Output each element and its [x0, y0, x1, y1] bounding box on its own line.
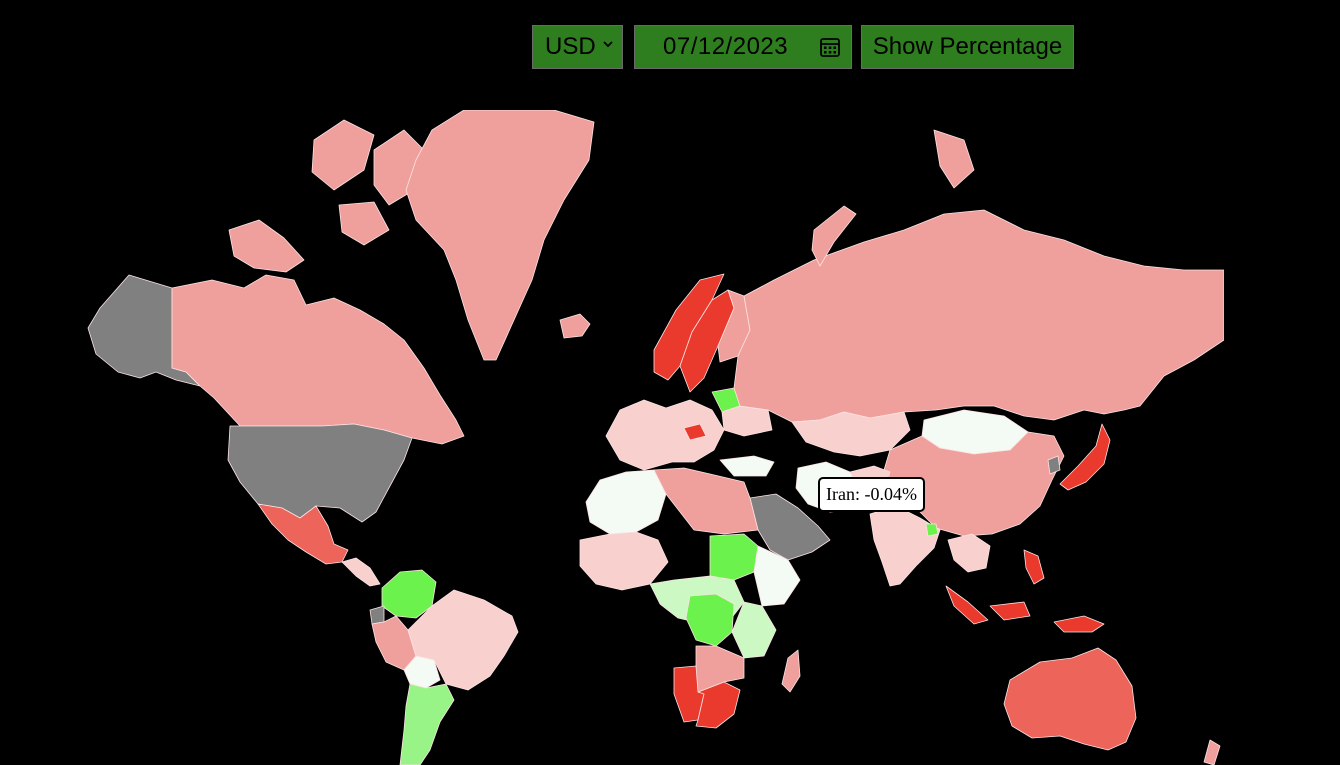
country-horn-of-africa[interactable] [753, 545, 801, 607]
country-madagascar[interactable] [781, 649, 801, 693]
country-korea[interactable] [1047, 455, 1061, 475]
country-philippines[interactable] [1023, 549, 1045, 585]
world-map-svg [87, 110, 1224, 765]
country-hungary[interactable] [683, 423, 707, 441]
country-southeast-asia[interactable] [947, 533, 991, 573]
country-russia[interactable] [733, 209, 1224, 423]
chevron-down-icon [603, 41, 613, 48]
currency-value: USD [545, 33, 596, 60]
country-united-states[interactable] [227, 423, 413, 523]
country-iceland[interactable] [559, 313, 591, 339]
currency-select[interactable]: USD [532, 25, 623, 69]
country-indonesia[interactable] [945, 585, 1105, 633]
country-dr-congo[interactable] [685, 593, 735, 647]
country-india[interactable] [869, 505, 941, 587]
country-greenland[interactable] [405, 110, 595, 361]
calendar-icon[interactable] [819, 36, 841, 58]
country-tooltip: Iran: -0.04% [818, 477, 925, 512]
date-input[interactable]: 07/12/2023 [634, 25, 852, 69]
country-west-africa[interactable] [579, 531, 669, 591]
country-turkey[interactable] [719, 455, 775, 477]
country-central-america[interactable] [341, 557, 381, 587]
country-saudi-arabia[interactable] [749, 493, 831, 561]
country-peru[interactable] [371, 615, 417, 671]
country-western-europe[interactable] [605, 399, 725, 471]
country-japan[interactable] [1059, 423, 1111, 491]
country-ecuador[interactable] [369, 605, 385, 625]
country-canada[interactable] [171, 274, 465, 445]
country-russia-arctic[interactable] [811, 129, 975, 267]
country-sudan[interactable] [709, 533, 759, 581]
show-percentage-button[interactable]: Show Percentage [861, 25, 1074, 69]
country-north-africa-west[interactable] [585, 469, 667, 535]
country-new-zealand[interactable] [1203, 739, 1221, 765]
country-kazakhstan[interactable] [791, 411, 911, 457]
world-map [44, 110, 1224, 765]
country-libya-egypt[interactable] [653, 467, 759, 535]
country-east-africa[interactable] [731, 601, 777, 659]
date-value: 07/12/2023 [663, 33, 789, 60]
country-mexico[interactable] [257, 503, 349, 565]
country-south-africa[interactable] [695, 681, 741, 729]
country-ukraine[interactable] [721, 405, 773, 437]
country-bangladesh[interactable] [925, 523, 939, 537]
country-australia[interactable] [1003, 647, 1137, 751]
country-canada-islands[interactable] [228, 119, 425, 273]
country-southern-africa[interactable] [695, 645, 745, 693]
country-argentina[interactable] [399, 683, 455, 765]
